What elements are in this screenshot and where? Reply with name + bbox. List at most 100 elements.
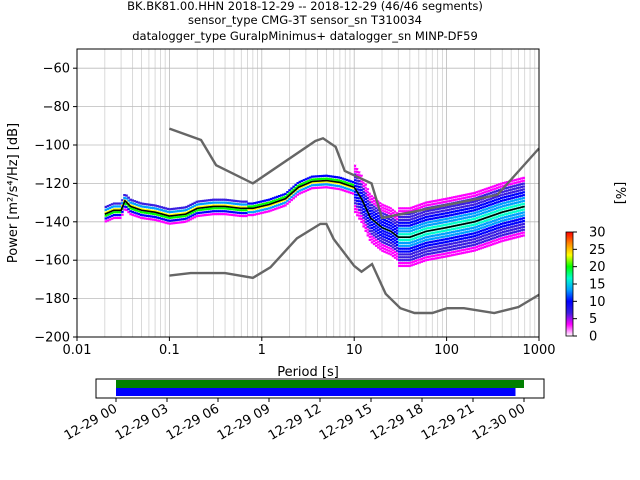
psd-density-cell [395, 238, 399, 241]
psd-density-cell [442, 235, 446, 238]
psd-density-cell [393, 247, 397, 251]
timeline-tick-label: 12-30 00 [470, 401, 528, 443]
psd-density-cell [404, 264, 407, 268]
psd-density-cell [349, 186, 353, 189]
psd-density-cell [410, 232, 413, 235]
psd-density-cell [440, 221, 444, 224]
psd-density-cell [469, 232, 472, 236]
psd-density-cell [516, 192, 519, 195]
psd-density-cell [446, 211, 450, 214]
psd-density-cell [508, 183, 511, 186]
psd-density-cell [356, 199, 359, 202]
psd-density-cell [483, 214, 487, 217]
psd-density-cell [497, 197, 501, 200]
psd-density-cell [520, 203, 523, 206]
psd-density-cell [459, 209, 462, 212]
psd-density-cell [402, 224, 405, 227]
psd-density-cell [510, 182, 513, 186]
psd-density-cell [424, 204, 428, 207]
psd-density-cell [143, 214, 147, 217]
psd-density-cell [257, 212, 261, 215]
psd-density-cell [218, 213, 221, 216]
psd-density-cell [487, 189, 491, 192]
psd-density-cell [453, 253, 456, 256]
psd-density-cell [514, 204, 517, 208]
psd-density-cell [408, 256, 411, 259]
psd-density-cell [166, 219, 170, 222]
psd-density-cell [402, 207, 405, 210]
psd-density-cell [412, 260, 415, 263]
psd-density-cell [135, 212, 139, 215]
psd-density-cell [292, 188, 295, 191]
psd-density-cell [506, 195, 509, 198]
psd-density-cell [404, 250, 407, 253]
psd-density-cell [121, 199, 124, 202]
psd-density-cell [487, 204, 491, 207]
psd-density-cell [370, 195, 374, 198]
psd-density-cell [164, 207, 168, 210]
psd-density-cell [479, 235, 483, 238]
psd-density-cell [502, 199, 505, 202]
psd-density-cell [356, 185, 359, 188]
psd-density-cell [195, 212, 199, 215]
psd-density-cell [152, 218, 155, 221]
psd-density-cell [358, 217, 361, 220]
psd-density-cell [416, 221, 419, 224]
psd-density-cell [119, 216, 122, 220]
psd-density-cell [170, 219, 174, 222]
psd-density-cell [428, 220, 432, 224]
psd-density-cell [406, 221, 409, 224]
psd-density-cell [451, 219, 454, 222]
psd-density-cell [329, 183, 332, 187]
psd-density-cell [372, 231, 376, 234]
psd-density-cell [430, 252, 434, 255]
psd-density-cell [185, 211, 188, 214]
psd-density-cell [358, 191, 361, 194]
psd-density-cell [420, 205, 424, 209]
psd-density-cell [420, 243, 424, 246]
psd-density-cell [366, 208, 370, 211]
psd-density-cell [408, 224, 411, 227]
psd-density-cell [518, 226, 521, 230]
psd-density-cell [475, 237, 479, 240]
psd-density-cell [414, 205, 417, 208]
psd-density-cell [251, 208, 254, 211]
psd-density-cell [170, 213, 174, 216]
psd-density-cell [432, 237, 436, 240]
psd-density-cell [368, 218, 372, 221]
psd-density-cell [408, 244, 411, 247]
psd-density-cell [440, 224, 444, 227]
psd-density-cell [495, 218, 499, 221]
psd-density-cell [296, 184, 300, 188]
psd-density-cell [179, 212, 182, 215]
psd-density-cell [104, 214, 108, 217]
psd-density-cell [436, 213, 440, 216]
psd-density-cell [434, 222, 438, 225]
psd-density-cell [135, 215, 139, 218]
psd-density-cell [374, 224, 378, 227]
psd-density-cell [385, 225, 389, 228]
psd-density-cell [420, 211, 424, 214]
psd-density-cell [491, 188, 495, 191]
psd-density-cell [207, 213, 211, 216]
psd-density-cell [493, 219, 497, 222]
psd-density-cell [420, 226, 424, 229]
psd-density-cell [485, 245, 489, 248]
psd-density-cell [446, 217, 450, 220]
psd-density-cell [420, 249, 424, 252]
psd-density-cell [400, 227, 403, 230]
psd-density-cell [473, 234, 477, 238]
psd-density-cell [444, 209, 448, 212]
psd-density-cell [172, 222, 176, 225]
psd-density-cell [372, 199, 376, 202]
psd-density-cell [448, 245, 452, 249]
psd-density-cell [319, 180, 322, 183]
psd-density-cell [424, 259, 428, 262]
psd-density-cell [457, 226, 460, 230]
psd-density-cell [179, 218, 182, 221]
psd-density-cell [172, 213, 176, 216]
psd-density-cell [516, 201, 519, 204]
psd-density-cell [362, 196, 365, 199]
psd-density-cell [426, 209, 430, 213]
